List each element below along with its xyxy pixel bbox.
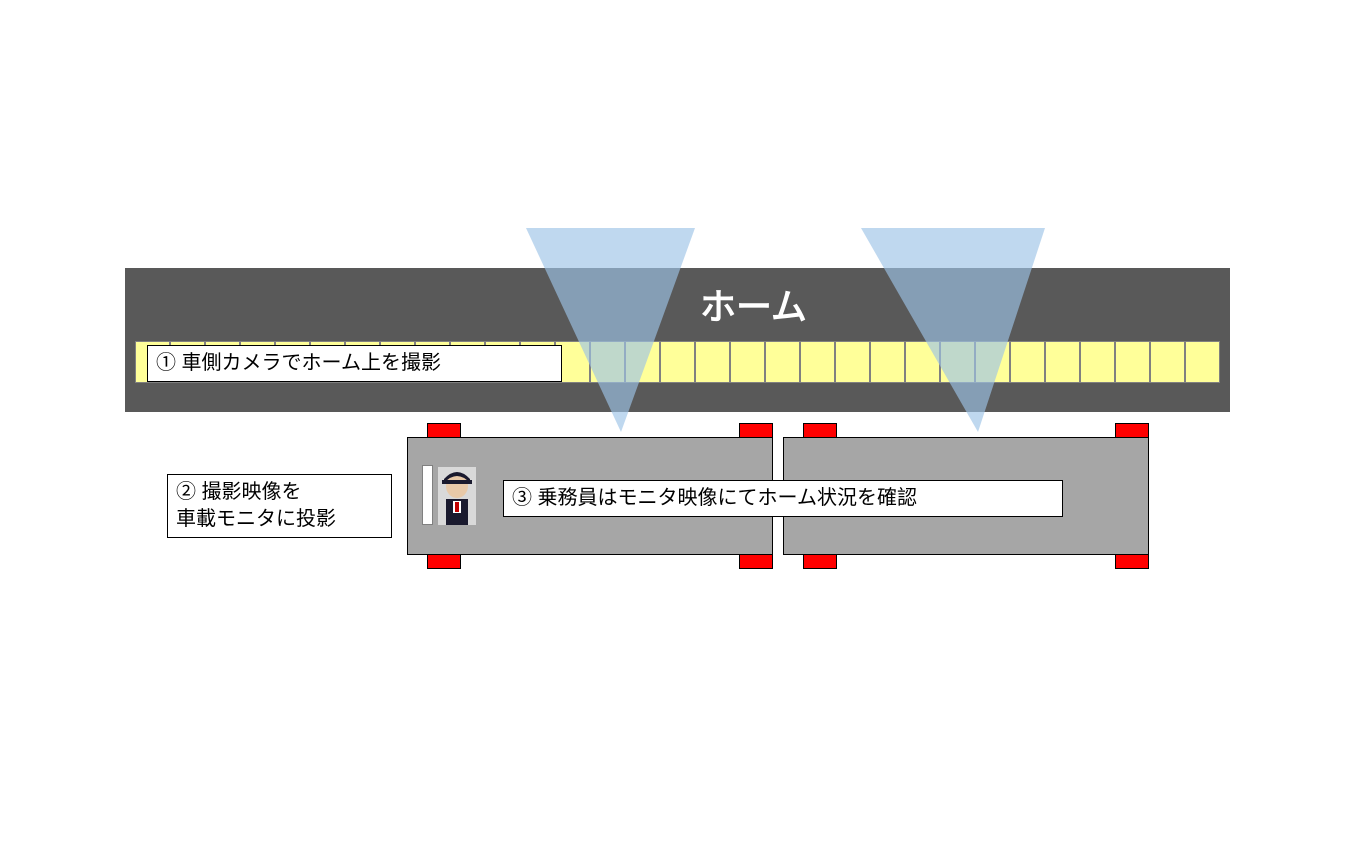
driver-window xyxy=(422,465,433,525)
wheel xyxy=(427,423,461,438)
platform-label: ホーム xyxy=(700,278,807,330)
wheel xyxy=(803,423,837,438)
wheel xyxy=(739,554,773,569)
label-2: ② 撮影映像を 車載モニタに投影 xyxy=(167,474,392,538)
camera-cone-2 xyxy=(0,0,1350,844)
wheel xyxy=(1115,423,1149,438)
wheel xyxy=(803,554,837,569)
wheel xyxy=(739,423,773,438)
driver-icon xyxy=(438,467,476,525)
label-2-line1: ② 撮影映像を xyxy=(176,481,302,503)
label-3: ③ 乗務員はモニタ映像にてホーム状況を確認 xyxy=(503,480,1063,517)
label-2-line2: 車載モニタに投影 xyxy=(176,508,336,530)
wheel xyxy=(1115,554,1149,569)
wheel xyxy=(427,554,461,569)
label-1: ① 車側カメラでホーム上を撮影 xyxy=(147,345,562,382)
diagram-canvas: ホーム ① 車側カメラでホーム上を撮影 ② 撮影映像を 車載モニタに投影 ③ 乗… xyxy=(0,0,1350,844)
